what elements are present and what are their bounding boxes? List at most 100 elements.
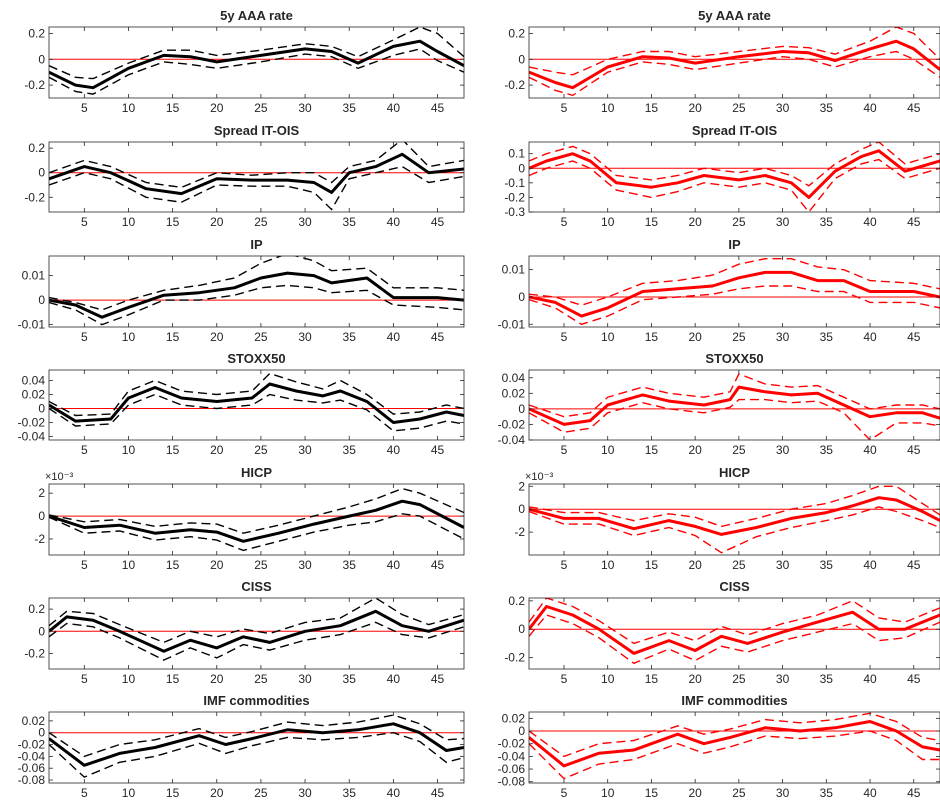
panel-imf-right: IMF commodities 0.020-0.02-0.04-0.06-0.08… <box>498 693 940 800</box>
x-tick-label: 20 <box>210 101 224 115</box>
x-tick-label: 45 <box>431 330 445 344</box>
x-tick-label: 45 <box>431 101 445 115</box>
x-tick-label: 25 <box>732 215 746 229</box>
y-tick-label: 0 <box>38 624 45 638</box>
series-group <box>529 598 940 665</box>
x-tick-label: 25 <box>732 558 746 572</box>
x-tick-label: 10 <box>601 443 615 457</box>
x-tick-label: 15 <box>166 672 180 686</box>
panel-title: STOXX50 <box>705 351 763 366</box>
x-tick-label: 30 <box>776 443 790 457</box>
x-tick-label: 20 <box>688 330 702 344</box>
x-tick-label: 45 <box>907 330 921 344</box>
x-tick-label: 5 <box>81 672 88 686</box>
y-tick-label: 0.2 <box>28 602 45 616</box>
x-tick-label: 25 <box>254 330 268 344</box>
x-tick-label: 40 <box>387 672 401 686</box>
x-tick-label: 35 <box>820 786 834 800</box>
y-tick-label: 0 <box>518 161 525 175</box>
x-tick-label: 35 <box>343 672 357 686</box>
x-tick-label: 10 <box>122 330 136 344</box>
plot-area <box>529 370 940 440</box>
x-tick-label: 10 <box>122 101 136 115</box>
x-tick-label: 45 <box>431 672 445 686</box>
x-tick-label: 5 <box>561 443 568 457</box>
x-tick-label: 30 <box>776 101 790 115</box>
x-tick-label: 30 <box>298 215 312 229</box>
x-tick-label: 15 <box>166 558 180 572</box>
x-tick-label: 35 <box>820 672 834 686</box>
axes-frame <box>48 141 465 213</box>
irf-line <box>529 149 940 199</box>
axes-frame <box>48 255 465 328</box>
x-tick-label: 10 <box>601 330 615 344</box>
irf-line <box>49 382 464 424</box>
lower-band-line <box>49 165 464 211</box>
x-tick-label: 30 <box>298 101 312 115</box>
axes-frame <box>528 597 940 670</box>
upper-band-line <box>49 598 464 644</box>
irf-line <box>49 722 464 767</box>
upper-band-line <box>529 258 940 306</box>
y-tick-label: 0.01 <box>502 263 526 277</box>
x-tick-label: 15 <box>166 215 180 229</box>
x-tick-label: 25 <box>254 786 268 800</box>
irf-line <box>529 605 940 655</box>
x-tick-label: 25 <box>732 101 746 115</box>
lower-band-line <box>529 50 940 97</box>
axes-frame <box>528 369 940 441</box>
x-tick-label: 5 <box>81 330 88 344</box>
lower-band-line <box>529 398 940 440</box>
x-tick-label: 30 <box>298 443 312 457</box>
panel-aaa-left: 5y AAA rate 0.2 0 -0.2 5 10 15 20 25 30 35 40 45 <box>24 8 465 115</box>
y-tick-label: -0.02 <box>18 738 46 752</box>
y-tick-label: 0 <box>38 402 45 416</box>
y-tick-label: -0.06 <box>18 761 46 775</box>
x-tick-label: 25 <box>254 215 268 229</box>
y-tick-label: 0.2 <box>28 141 45 155</box>
x-tick-label: 40 <box>863 443 877 457</box>
y-tick-label: 0.01 <box>22 269 46 283</box>
x-tick-label: 15 <box>645 786 659 800</box>
x-tick-label: 20 <box>688 215 702 229</box>
x-tick-label: 40 <box>863 330 877 344</box>
x-tick-label: 45 <box>907 672 921 686</box>
plot-area <box>49 256 464 327</box>
x-tick-label: 20 <box>688 672 702 686</box>
y-tick-label: -0.08 <box>18 773 46 787</box>
x-tick-label: 30 <box>298 558 312 572</box>
x-tick-label: 35 <box>343 558 357 572</box>
series-group <box>49 27 464 95</box>
x-tick-label: 30 <box>298 330 312 344</box>
y-tick-label: -0.2 <box>24 78 45 92</box>
panel-title: STOXX50 <box>227 351 285 366</box>
panel-title: IMF commodities <box>203 693 309 708</box>
x-tick-label: 15 <box>645 672 659 686</box>
x-tick-label: 20 <box>210 672 224 686</box>
y-tick-label: 0.02 <box>22 714 46 728</box>
x-tick-label: 40 <box>863 672 877 686</box>
panel-title: Spread IT-OIS <box>214 123 300 138</box>
upper-band-line <box>529 142 940 187</box>
x-tick-label: 25 <box>254 101 268 115</box>
irf-line <box>49 609 464 653</box>
y-tick-label: -0.02 <box>498 737 526 751</box>
panel-title: IP <box>728 237 741 252</box>
lower-band-line <box>529 506 940 554</box>
y-tick-label: 0 <box>38 52 45 66</box>
x-tick-label: 5 <box>561 215 568 229</box>
y-tick-label: -0.04 <box>18 430 46 444</box>
x-tick-label: 5 <box>561 786 568 800</box>
lower-band-line <box>49 393 464 432</box>
y-tick-label: 0 <box>518 724 525 738</box>
series-group <box>529 712 940 780</box>
x-tick-label: 20 <box>210 558 224 572</box>
x-tick-label: 15 <box>166 101 180 115</box>
panel-ciss-right: CISS 0.2 0 -0.2 5 10 15 20 25 30 35 40 45 <box>504 579 940 686</box>
panel-stoxx-right: STOXX50 0.040.02 0-0.02 -0.04 5 10 15 20 25 30 35 4… <box>498 351 940 457</box>
x-tick-label: 5 <box>81 786 88 800</box>
series-group <box>529 485 940 554</box>
x-tick-label: 10 <box>122 443 136 457</box>
x-tick-label: 40 <box>387 330 401 344</box>
upper-band-line <box>529 485 940 528</box>
